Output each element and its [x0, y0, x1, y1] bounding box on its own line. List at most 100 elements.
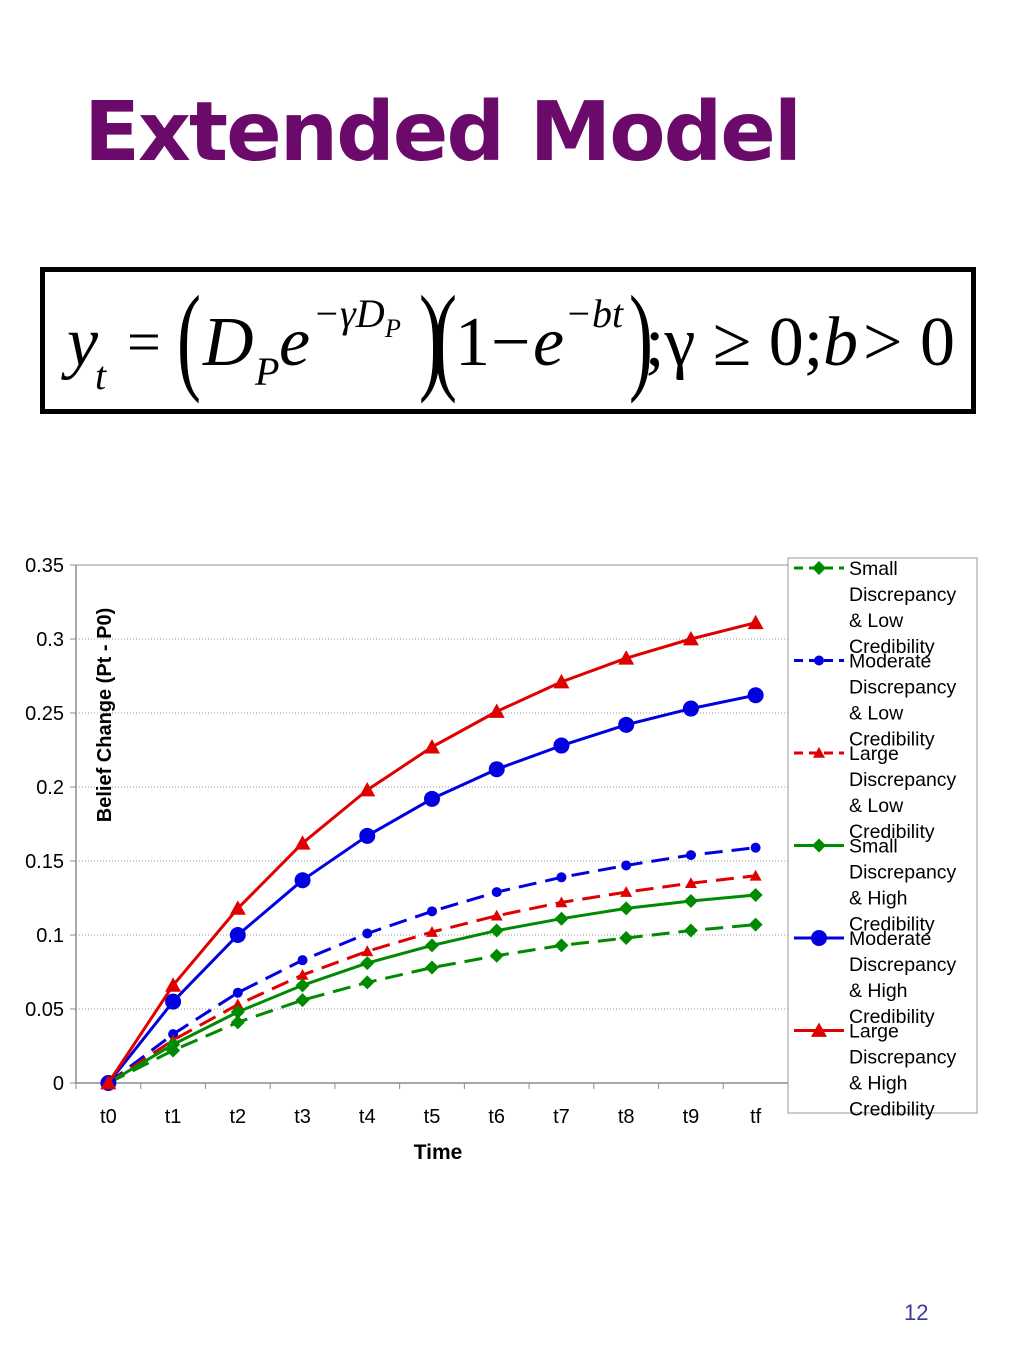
- legend-label: Large Discrepancy & High Credibility: [849, 1021, 957, 1121]
- formula-d-var: D: [203, 304, 254, 381]
- legend: Small Discrepancy & Low CredibilityModerate…: [787, 557, 978, 1121]
- legend-label: Moderate Discrepancy & Low Credibility: [849, 651, 957, 751]
- legend-label: Large Discrepancy & Low Credibility: [849, 743, 957, 843]
- x-tick-label: t0: [100, 1106, 117, 1128]
- data-point: [424, 739, 440, 754]
- series-line: [101, 917, 763, 1090]
- x-tick-label: t1: [165, 1106, 182, 1128]
- legend-label-line: Credibility: [849, 821, 935, 843]
- y-tick-label: 0: [53, 1073, 64, 1095]
- data-point: [230, 1004, 245, 1019]
- data-point: [489, 948, 504, 963]
- formula-equals: =: [127, 309, 161, 375]
- series-path: [107, 923, 756, 1085]
- data-point: [295, 993, 310, 1008]
- legend-label-line: Moderate: [849, 928, 931, 950]
- formula-e2: e: [533, 304, 565, 381]
- y-tick-label: 0.25: [25, 703, 64, 725]
- data-point: [232, 987, 243, 998]
- y-tick-label: 0.1: [36, 925, 64, 947]
- data-point: [425, 938, 439, 953]
- legend-label-line: Credibility: [849, 729, 935, 751]
- data-point: [230, 1015, 245, 1030]
- data-point: [683, 923, 698, 938]
- data-point: [747, 614, 764, 630]
- data-point: [618, 650, 635, 665]
- data-point: [619, 930, 634, 945]
- data-point: [294, 835, 311, 850]
- data-point: [360, 975, 375, 990]
- legend-label: Small Discrepancy & High Credibility: [849, 836, 957, 936]
- data-point: [425, 960, 439, 975]
- series-group: [100, 614, 764, 1091]
- legend-label-line: Large: [849, 743, 899, 765]
- data-point: [166, 1037, 181, 1052]
- legend-label-line: Discrepancy: [849, 1047, 957, 1069]
- legend-label-line: Large: [849, 1021, 899, 1043]
- data-point: [621, 860, 632, 871]
- y-tick-label: 0.15: [25, 851, 64, 873]
- formula-exp1: −γD: [313, 291, 385, 336]
- y-tick-label: 0.05: [25, 999, 64, 1021]
- data-point: [812, 561, 826, 575]
- data-point: [684, 877, 697, 888]
- formula-constraints: ;γ ≥ 0;: [645, 304, 824, 381]
- y-axis-title: Belief Change (Pt - P0): [94, 608, 116, 822]
- data-point: [488, 761, 505, 778]
- x-tick-label: t6: [488, 1106, 505, 1128]
- legend-label-line: & High: [849, 888, 908, 910]
- x-tick-label: t9: [683, 1106, 700, 1128]
- data-point: [556, 872, 567, 883]
- legend-label-line: Discrepancy: [849, 769, 957, 791]
- formula-box: y t = ( D P e −γD P ) ( 1 − e −bt ) ;γ ≥…: [40, 267, 976, 414]
- data-point: [229, 900, 246, 915]
- legend-label-line: Credibility: [849, 1099, 935, 1121]
- data-point: [814, 655, 824, 666]
- data-point: [296, 968, 309, 980]
- legend-label-line: Moderate: [849, 651, 931, 673]
- x-tick-label: t2: [229, 1106, 246, 1128]
- data-point: [749, 869, 762, 881]
- legend-label-line: Credibility: [849, 1006, 935, 1028]
- data-point: [618, 716, 635, 733]
- data-point: [811, 1022, 827, 1037]
- data-point: [360, 956, 375, 971]
- legend-label-line: Discrepancy: [849, 862, 957, 884]
- data-point: [682, 631, 699, 646]
- slide-title: Extended Model: [84, 85, 802, 180]
- data-point: [489, 923, 504, 938]
- series-path: [107, 893, 756, 1085]
- data-point: [491, 887, 502, 898]
- legend-label-line: & Low: [849, 610, 904, 632]
- series-line: [100, 614, 764, 1090]
- x-tick-label: t5: [424, 1106, 441, 1128]
- legend-label-line: Small: [849, 836, 898, 858]
- data-point: [427, 906, 437, 917]
- data-point: [620, 886, 633, 897]
- series-line: [102, 869, 762, 1088]
- formula-minus: −: [491, 304, 531, 381]
- legend-label-line: Discrepancy: [849, 677, 957, 699]
- legend-label-line: Credibility: [849, 914, 935, 936]
- formula-paren-open-1: (: [177, 271, 201, 404]
- formula-paren-close-1: ): [419, 271, 443, 404]
- data-point: [812, 838, 826, 853]
- axes: 0 0.05 0.1 0.15 0.2 0.25 0.3 0.35 t0 t1 t2 t3 t4 t5 t6…: [25, 555, 789, 1128]
- x-tick-label: tf: [750, 1106, 762, 1128]
- formula-tail: > 0: [863, 304, 955, 381]
- data-point: [555, 896, 568, 908]
- data-point: [554, 911, 569, 926]
- data-point: [165, 977, 182, 992]
- data-point: [361, 945, 374, 957]
- legend-label: Small Discrepancy & Low Credibility: [849, 558, 957, 658]
- legend-label-line: Credibility: [849, 636, 935, 658]
- legend-label-line: & High: [849, 1073, 908, 1095]
- data-point: [231, 998, 244, 1010]
- data-point: [297, 955, 308, 966]
- legend-label-line: Small: [849, 558, 898, 580]
- data-point: [359, 781, 376, 797]
- legend-label-line: & Low: [849, 703, 904, 725]
- data-point: [295, 978, 310, 993]
- series-line: [101, 888, 763, 1090]
